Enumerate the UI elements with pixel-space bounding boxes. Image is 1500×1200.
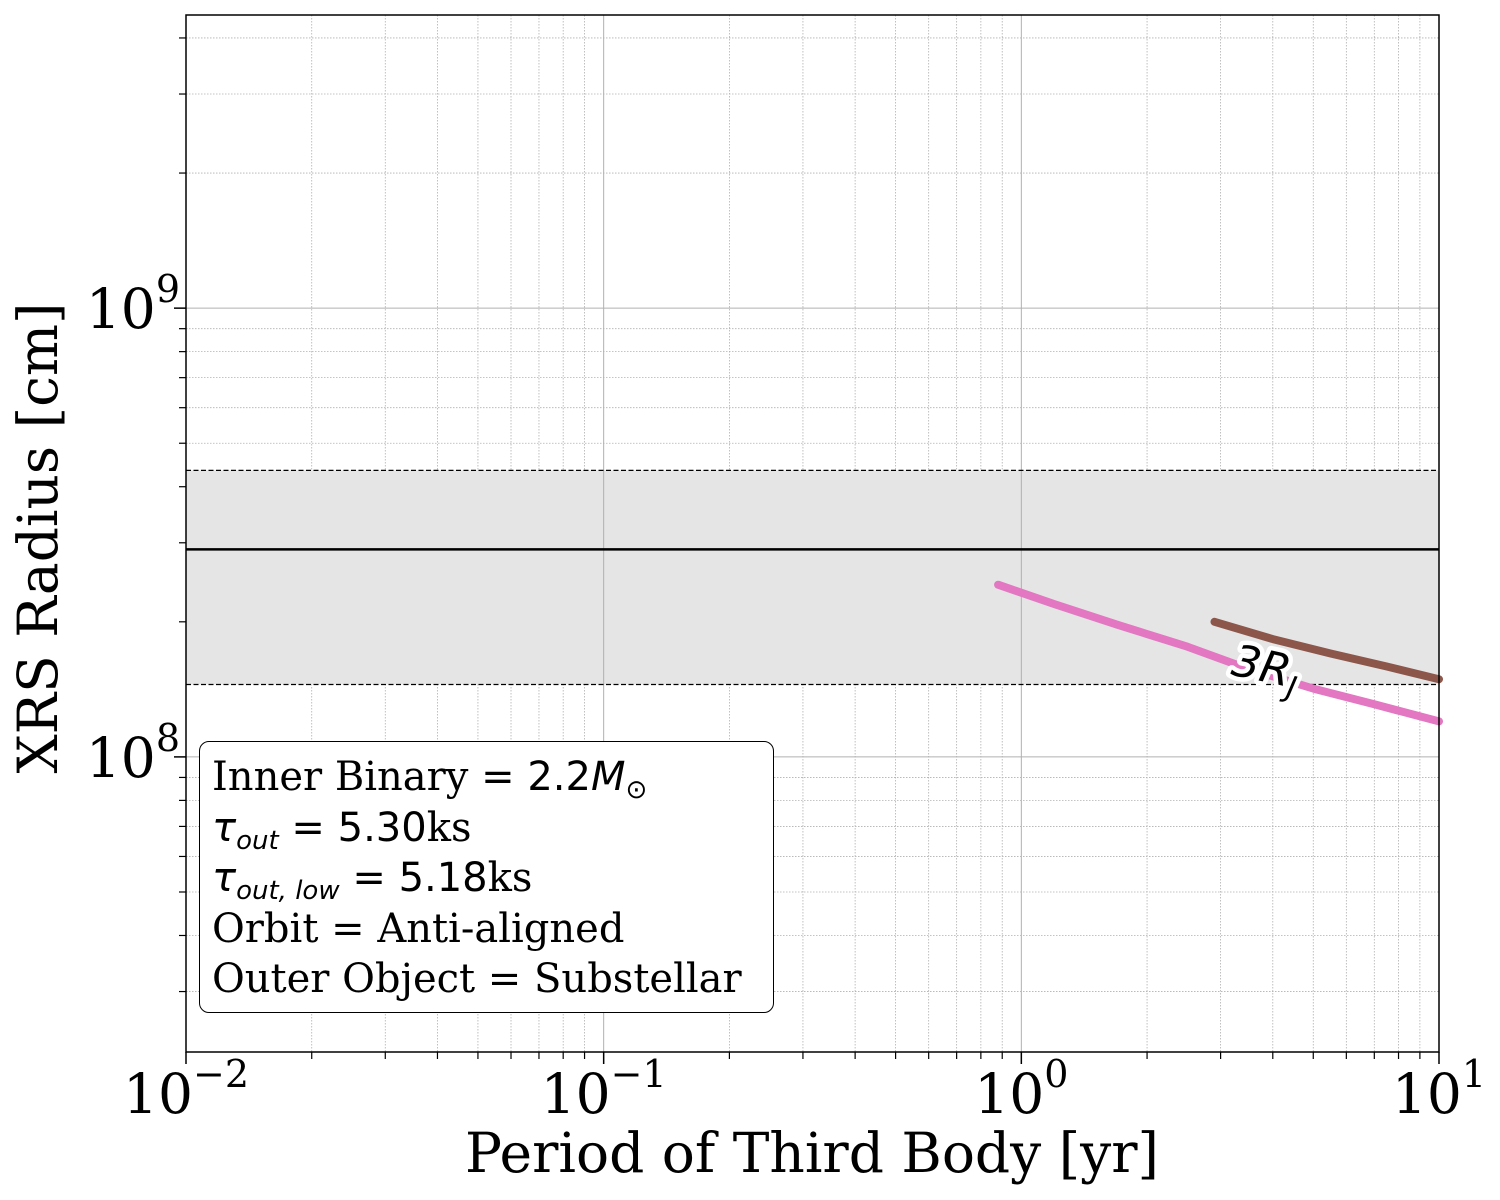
legend-line-orbit: Orbit = Anti-aligned	[212, 905, 625, 952]
ticks: 10−2 10−1 100 101 108 109	[86, 37, 1486, 1126]
y-axis-label: XRS Radius [cm]	[6, 303, 70, 774]
x-tick-label: 10−2	[123, 1052, 249, 1126]
legend-line-tau-out-low: τout, low = 5.18ks	[212, 855, 533, 906]
x-tick-label: 10−1	[541, 1052, 667, 1126]
y-tick-label: 108	[86, 716, 180, 790]
legend-line-tau-out: τout = 5.30ks	[212, 804, 472, 856]
series	[994, 580, 1443, 726]
legend: Inner Binary = 2.2M⊙ τout = 5.30ks τout,…	[199, 741, 774, 1013]
annotation-text: 3RJ	[1226, 635, 1304, 706]
reference-band-fill	[186, 470, 1439, 685]
legend-line-outer-object: Outer Object = Substellar	[212, 956, 742, 1002]
plot-border	[185, 14, 1440, 1053]
x-tick-label: 101	[1392, 1052, 1486, 1126]
legend-line-inner-binary: Inner Binary = 2.2M⊙	[212, 754, 648, 805]
reference-band	[186, 470, 1439, 685]
x-axis-label: Period of Third Body [yr]	[465, 1121, 1159, 1185]
series-line-1	[1210, 617, 1443, 684]
x-tick-label: 100	[974, 1052, 1068, 1126]
reference-line	[186, 469, 1439, 686]
series-line-0	[994, 580, 1443, 726]
y-tick-label: 109	[86, 267, 180, 341]
plot-frame	[185, 14, 1440, 1053]
